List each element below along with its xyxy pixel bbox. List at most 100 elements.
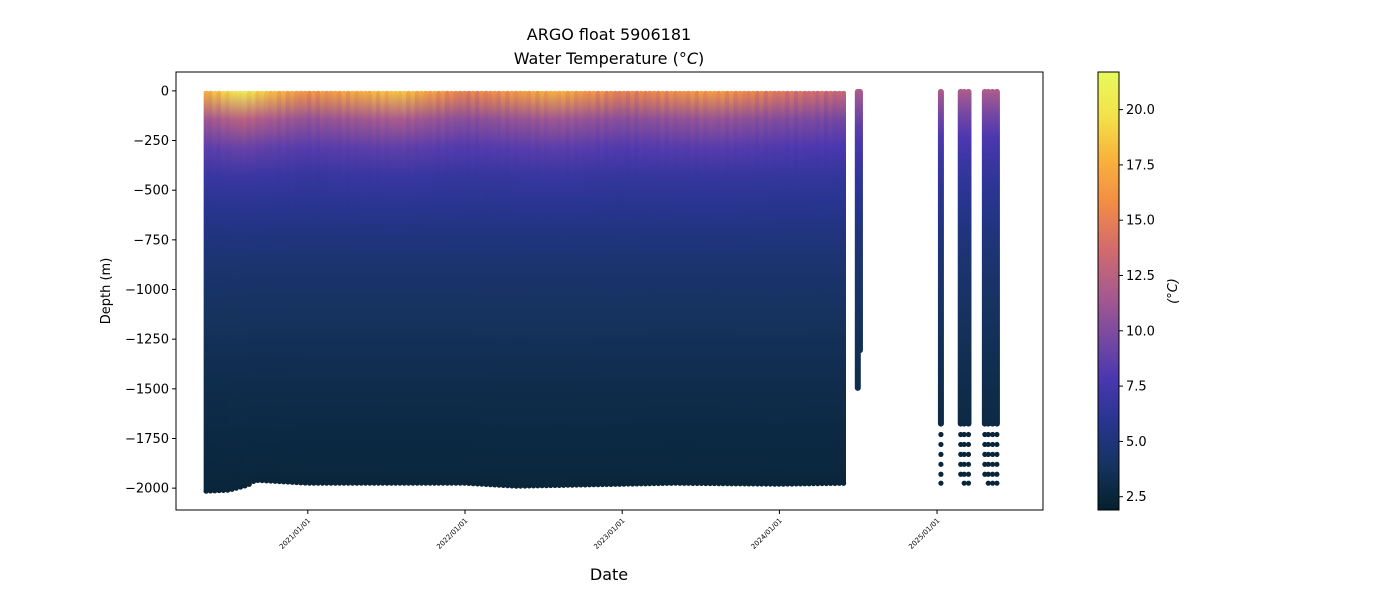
profile-bottom-point <box>815 481 821 487</box>
profile-bottom-point <box>832 480 838 486</box>
plot-frame <box>175 71 1044 511</box>
profile-column <box>423 90 429 486</box>
colorbar-label: (°C) <box>1166 278 1181 304</box>
profile-bottom-point <box>612 481 618 487</box>
colorbar-tick-label: 12.5 <box>1126 269 1155 284</box>
profile-column <box>410 90 416 486</box>
y-tick-label: −500 <box>133 184 169 199</box>
y-tick-label: −1750 <box>125 432 169 447</box>
profile-column <box>802 90 808 486</box>
profile-bottom-point <box>457 480 463 486</box>
profile-column <box>530 90 536 488</box>
profile-column <box>754 90 760 486</box>
deep-sample-point <box>961 471 967 477</box>
profile-bottom-point <box>552 482 558 489</box>
profile-column <box>819 90 825 486</box>
profile-bottom-point <box>306 480 313 486</box>
deep-sample-point <box>938 431 944 438</box>
profile-column <box>582 90 588 487</box>
profile-bottom-point <box>216 487 222 494</box>
y-tick-label: −1250 <box>125 333 169 348</box>
profile-bottom-point <box>776 481 782 487</box>
profile-bottom-point <box>281 479 287 485</box>
profile-bottom-point <box>341 480 347 486</box>
deep-sample-point <box>990 480 996 486</box>
profile-bottom-point <box>828 480 834 487</box>
profile-bottom-point <box>466 480 472 487</box>
profile-column <box>401 90 407 486</box>
profile-column <box>737 90 743 486</box>
profile-column <box>328 90 334 486</box>
plot-area <box>175 71 1044 511</box>
profile-column <box>289 90 295 485</box>
profile-bottom-point <box>388 480 394 486</box>
profile-column <box>836 90 842 486</box>
profile-bottom-point <box>543 483 550 489</box>
colorbar: 2.5 5.0 7.5 10.0 12.5 15.0 17.5 20.0 (°C) <box>1097 71 1181 511</box>
profile-column <box>337 90 343 486</box>
profile-bottom-point <box>711 480 717 487</box>
profile-column <box>487 90 493 487</box>
profile-bottom-point <box>535 483 541 489</box>
profile-column <box>595 90 601 487</box>
profile-bottom-point <box>681 480 687 486</box>
profile-column <box>341 90 347 486</box>
profile-bottom-point <box>324 480 330 486</box>
profile-bottom-point <box>393 480 399 486</box>
profile-bottom-point <box>819 480 825 487</box>
profile-column <box>298 90 304 485</box>
profile-bottom-point <box>591 482 597 488</box>
profile-column <box>345 90 351 486</box>
profile-column <box>397 90 403 486</box>
profile-bottom-point <box>802 481 808 487</box>
profile-bottom-point <box>724 481 730 487</box>
deep-sample-point <box>938 441 944 448</box>
profile-bottom-point <box>625 481 631 487</box>
data-layer <box>203 88 1000 494</box>
profile-column <box>746 90 752 486</box>
profile-column <box>832 90 838 486</box>
profile-bottom-point <box>401 480 407 486</box>
y-tick-label: −750 <box>133 233 169 248</box>
profile-column <box>556 90 562 488</box>
profile-column <box>660 90 666 486</box>
profile-bottom-point <box>384 480 390 486</box>
profile-column <box>505 90 511 488</box>
profile-bottom-point <box>431 480 438 486</box>
profile-bottom-point <box>203 488 209 494</box>
profile-column <box>406 90 411 486</box>
profile-bottom-point <box>660 480 666 486</box>
profile-bottom-point <box>293 479 300 486</box>
profile-bottom-point <box>578 482 584 488</box>
profile-column <box>414 90 420 486</box>
profile-column <box>483 90 489 487</box>
profile-column <box>664 90 670 486</box>
profile-bottom-point <box>332 480 338 486</box>
x-tick-label: 2022/01/01 <box>435 517 469 551</box>
profile-column <box>707 90 713 486</box>
profile-bottom-point <box>720 481 726 487</box>
profile-bottom-point <box>207 488 214 494</box>
profile-column <box>823 90 829 486</box>
profile-column <box>681 90 687 486</box>
profile-column <box>203 90 209 494</box>
profile-column <box>470 90 476 486</box>
profile-column <box>574 90 579 488</box>
profile-bottom-point <box>789 481 795 487</box>
profile-column <box>608 90 614 487</box>
profile-column <box>733 90 739 486</box>
profile-bottom-point <box>349 480 356 486</box>
profile-column <box>548 90 554 488</box>
deep-sample-point <box>961 480 967 486</box>
profile-column <box>384 90 390 486</box>
profile-column <box>427 90 433 486</box>
profile-bottom-point <box>556 482 562 488</box>
profile-column <box>526 90 532 488</box>
deep-sample-point <box>938 451 944 457</box>
profile-column <box>319 90 325 486</box>
profile-bottom-point <box>328 480 334 486</box>
deep-sample-point <box>990 461 996 467</box>
chart-subtitle: Water Temperature (°C) <box>514 49 704 68</box>
profile-column <box>225 90 231 493</box>
profile-column <box>543 90 549 488</box>
